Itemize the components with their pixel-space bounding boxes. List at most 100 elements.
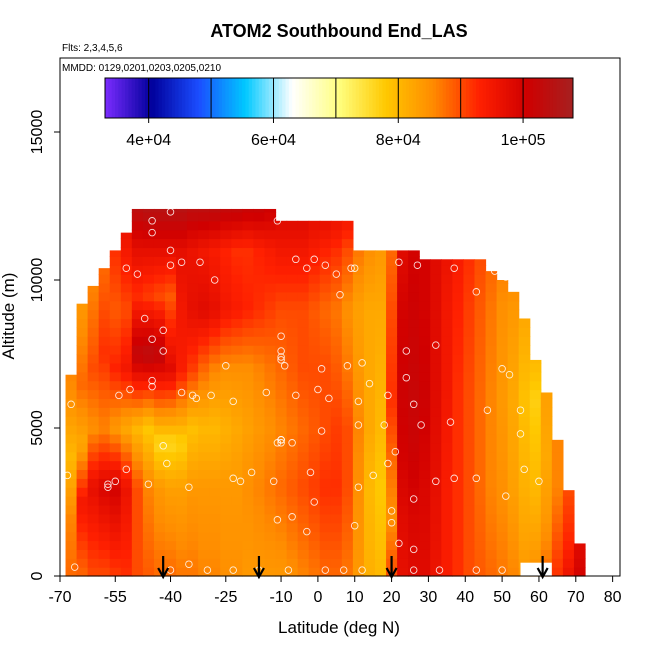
heatmap-cell bbox=[131, 416, 144, 426]
heatmap-cell bbox=[220, 504, 232, 515]
heatmap-cell bbox=[176, 469, 188, 479]
heatmap-cell bbox=[275, 407, 288, 417]
data-point bbox=[277, 347, 285, 355]
heatmap-cell bbox=[408, 567, 420, 577]
heatmap-cell bbox=[518, 362, 531, 373]
data-point bbox=[520, 465, 528, 474]
heatmap-cell bbox=[286, 469, 299, 479]
heatmap-cell bbox=[397, 504, 409, 515]
heatmap-cell bbox=[330, 522, 343, 533]
heatmap-cell bbox=[264, 354, 277, 364]
heatmap-cell bbox=[573, 543, 586, 550]
heatmap-cell bbox=[231, 354, 243, 364]
heatmap-cell bbox=[386, 291, 398, 302]
heatmap-cell bbox=[397, 274, 409, 284]
heatmap-cell bbox=[231, 425, 243, 435]
heatmap-cell bbox=[375, 371, 387, 382]
heatmap-cell bbox=[308, 371, 321, 382]
heatmap-cell bbox=[65, 416, 78, 426]
heatmap-cell bbox=[308, 327, 321, 337]
heatmap-cell bbox=[187, 229, 199, 240]
heatmap-cell bbox=[131, 496, 144, 506]
heatmap-cell bbox=[518, 487, 531, 497]
data-point bbox=[365, 379, 374, 388]
heatmap-cell bbox=[419, 478, 431, 488]
heatmap-cell bbox=[319, 531, 332, 542]
heatmap-cell bbox=[452, 274, 465, 284]
data-point bbox=[148, 382, 156, 391]
heatmap-cell bbox=[452, 309, 465, 320]
heatmap-cell bbox=[242, 265, 255, 275]
data-point bbox=[104, 480, 112, 488]
heatmap-cell bbox=[551, 540, 564, 550]
heatmap-cell bbox=[551, 478, 564, 488]
heatmap-cell bbox=[529, 549, 542, 559]
heatmap-cell bbox=[463, 274, 476, 284]
colorbar-segment bbox=[469, 78, 474, 118]
heatmap-cell bbox=[187, 567, 199, 577]
data-point bbox=[384, 459, 392, 468]
heatmap-cell bbox=[87, 300, 100, 311]
heatmap-cell bbox=[463, 291, 476, 302]
heatmap-cell bbox=[297, 416, 310, 426]
colorbar: 4e+04 6e+04 8e+04 1e+05 bbox=[104, 77, 574, 149]
heatmap-cell bbox=[142, 558, 155, 568]
heatmap-cell bbox=[319, 549, 332, 559]
heatmap-cell bbox=[474, 300, 487, 311]
heatmap-cell bbox=[529, 362, 542, 373]
heatmap-cell bbox=[529, 522, 542, 533]
heatmap-cell bbox=[507, 469, 520, 479]
heatmap-cell bbox=[485, 504, 498, 515]
heatmap-cell bbox=[441, 469, 453, 479]
heatmap-cell bbox=[142, 371, 155, 382]
heatmap-cell bbox=[264, 220, 277, 231]
data-point bbox=[498, 365, 506, 373]
heatmap-cell bbox=[452, 442, 465, 453]
colorbar-segment bbox=[275, 78, 280, 118]
heatmap-cell bbox=[98, 540, 111, 550]
data-point bbox=[391, 447, 400, 456]
heatmap-cell bbox=[297, 327, 310, 337]
heatmap-cell bbox=[165, 291, 177, 302]
heatmap-cell bbox=[507, 540, 520, 550]
heatmap-cell bbox=[341, 407, 354, 417]
heatmap-cell bbox=[452, 460, 465, 471]
heatmap-cell bbox=[330, 451, 343, 462]
heatmap-cell bbox=[153, 558, 166, 568]
colorbar-segment bbox=[479, 78, 484, 118]
heatmap-cell bbox=[386, 442, 398, 453]
heatmap-cell bbox=[176, 513, 188, 524]
heatmap-cell bbox=[485, 558, 498, 568]
heatmap-cell bbox=[297, 451, 310, 462]
heatmap-cell bbox=[363, 558, 376, 568]
heatmap-cell bbox=[153, 256, 166, 266]
heatmap-cell bbox=[120, 531, 133, 542]
heatmap-cell bbox=[109, 336, 122, 346]
heatmap-cell bbox=[452, 265, 465, 275]
data-point bbox=[310, 255, 318, 264]
heatmap-cell bbox=[264, 318, 277, 328]
x-tick-label: 50 bbox=[493, 589, 511, 606]
data-point bbox=[306, 468, 315, 477]
heatmap-cell bbox=[352, 469, 365, 479]
heatmap-cell bbox=[496, 460, 509, 471]
heatmap-cell bbox=[507, 487, 520, 497]
heatmap-cell bbox=[65, 478, 78, 488]
heatmap-cell bbox=[142, 291, 155, 302]
heatmap-cell bbox=[297, 309, 310, 320]
heatmap-cell bbox=[430, 274, 442, 284]
heatmap-cell bbox=[485, 318, 498, 328]
heatmap-cell bbox=[408, 433, 420, 444]
heatmap-cell bbox=[120, 487, 133, 497]
data-point bbox=[505, 370, 514, 379]
heatmap-cell bbox=[430, 336, 442, 346]
data-point bbox=[288, 513, 296, 521]
heatmap-cell bbox=[231, 451, 243, 462]
heatmap-cell bbox=[540, 392, 553, 399]
colorbar-segment bbox=[415, 78, 420, 118]
heatmap-cell bbox=[142, 345, 155, 355]
heatmap-cell bbox=[297, 549, 310, 559]
data-point bbox=[159, 442, 167, 450]
data-point bbox=[516, 406, 525, 414]
heatmap-cell bbox=[419, 291, 431, 302]
